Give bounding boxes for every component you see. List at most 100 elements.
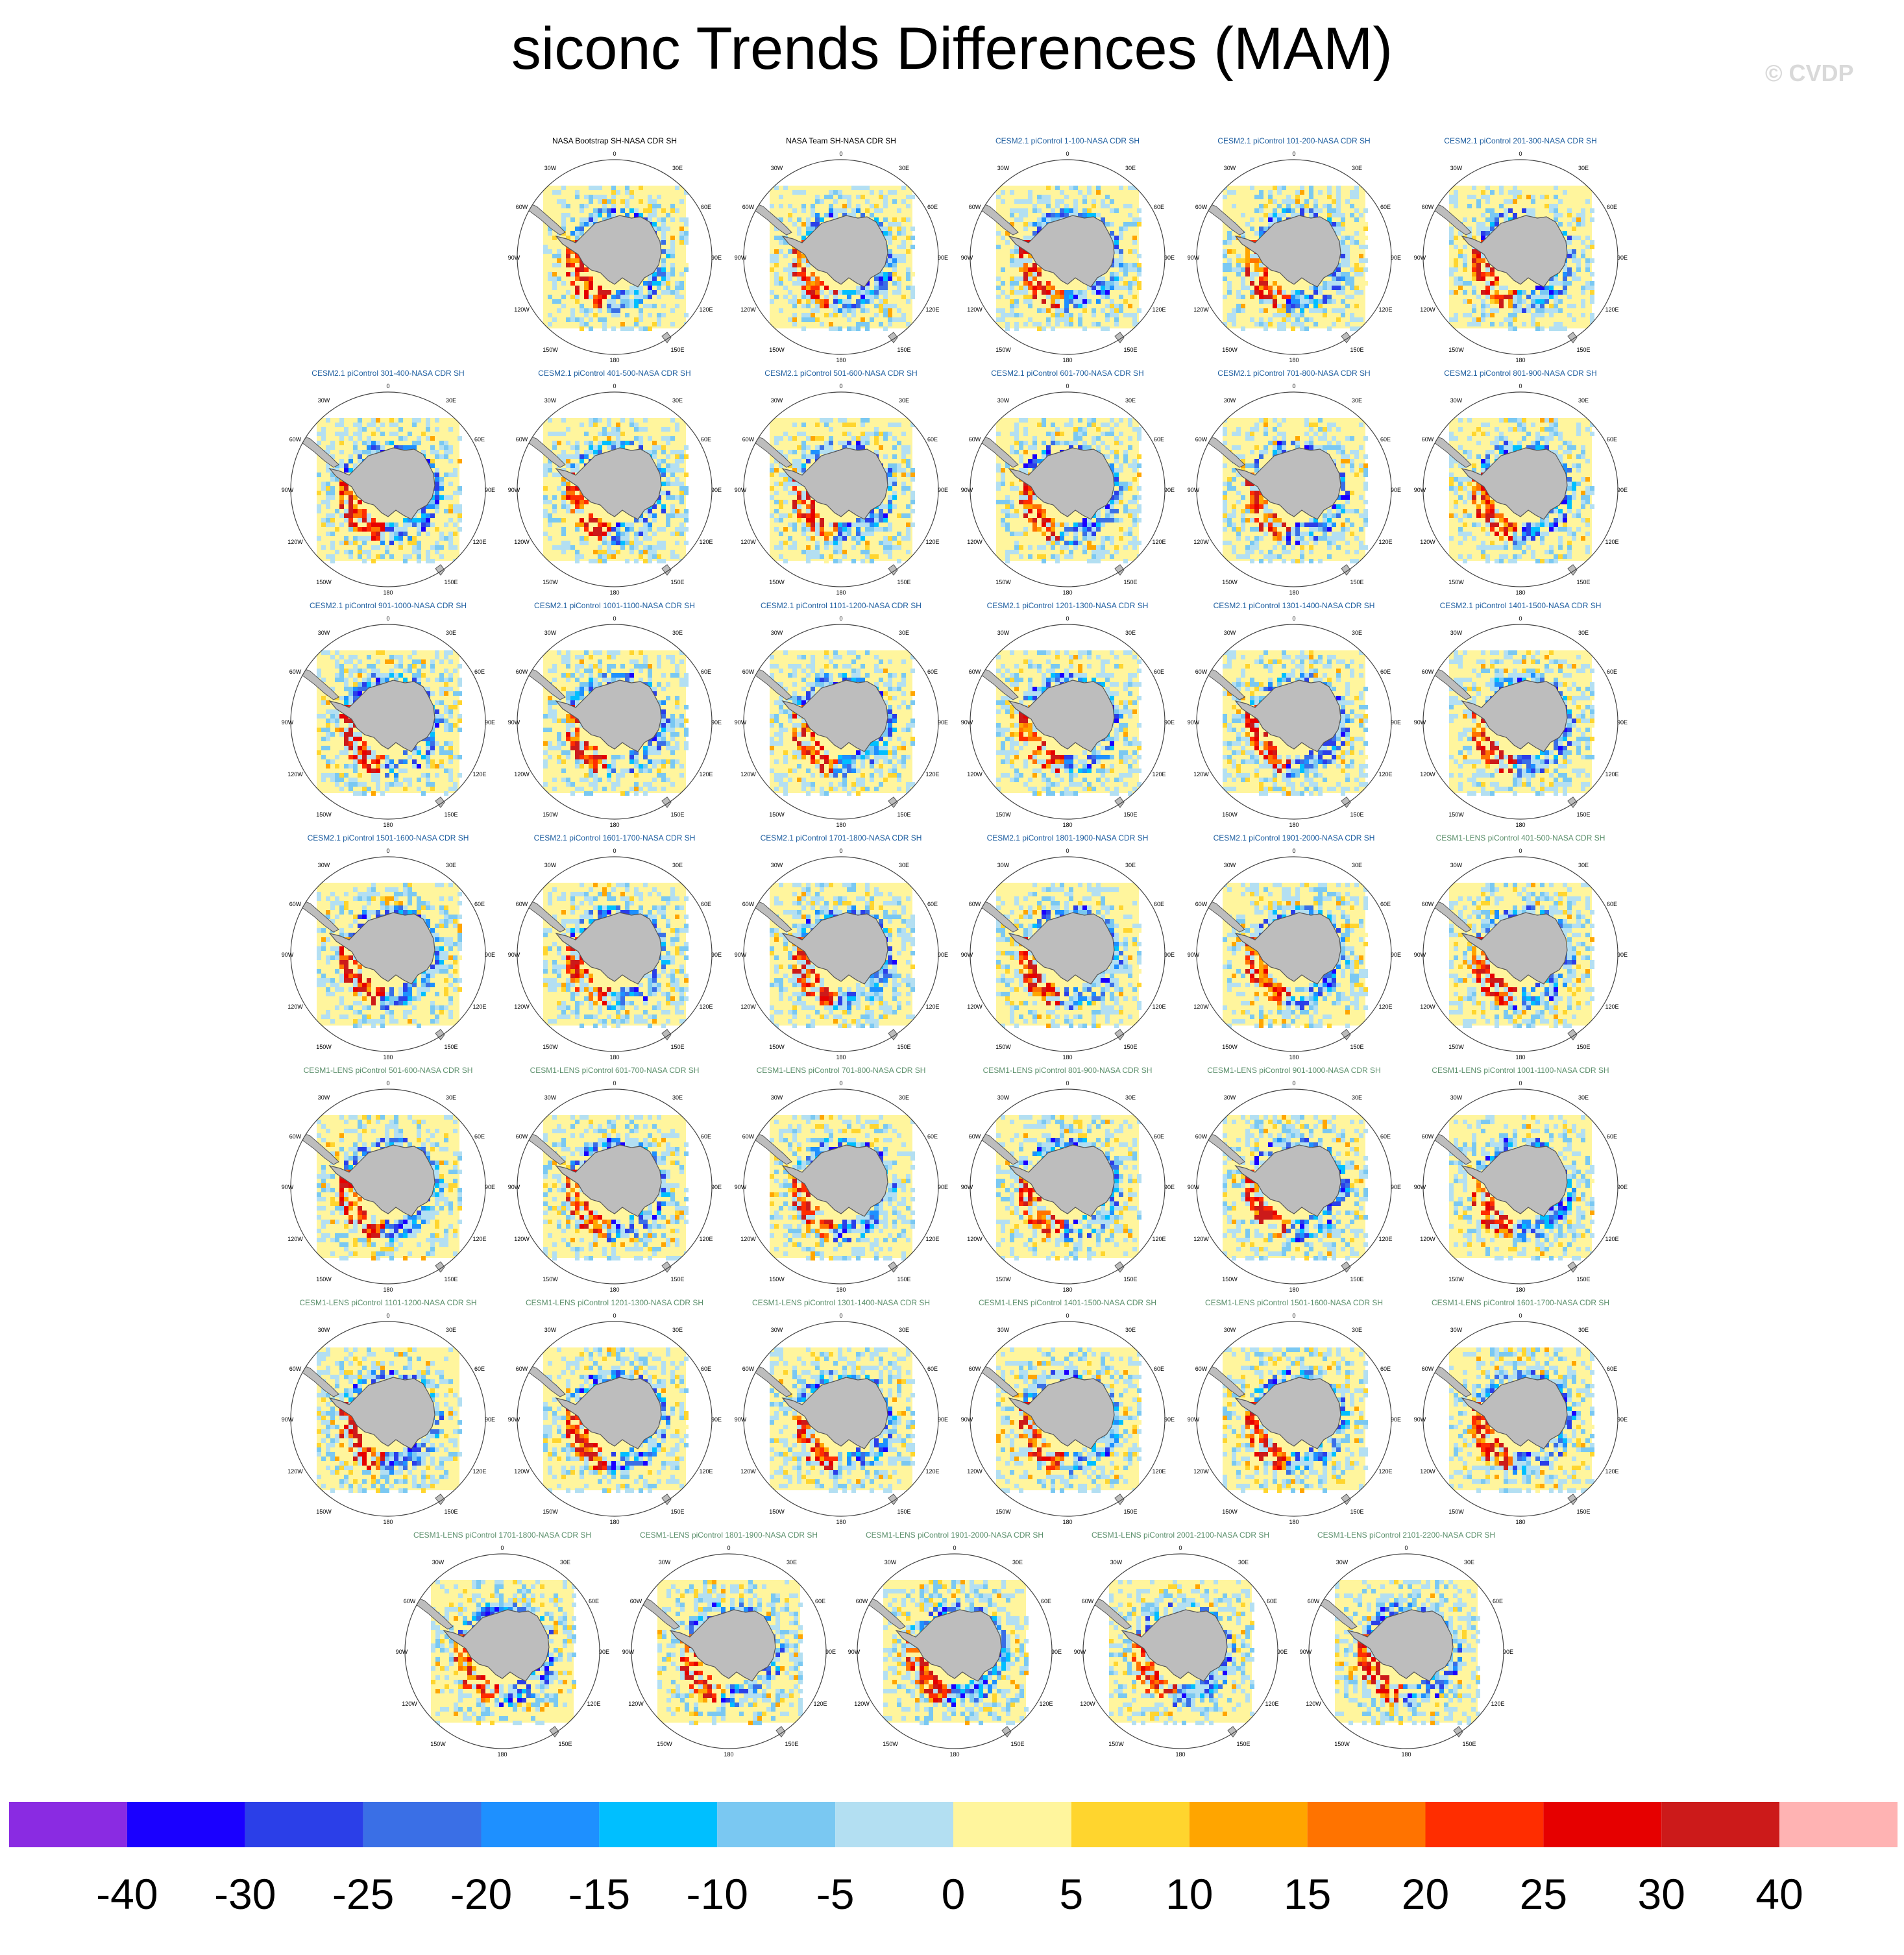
trend-cell xyxy=(339,523,344,527)
trend-cell xyxy=(1313,286,1318,290)
trend-cell xyxy=(1522,523,1526,527)
longitude-label: 60E xyxy=(474,436,485,443)
trend-cell xyxy=(1250,491,1254,495)
trend-cell xyxy=(806,281,811,286)
trend-cell xyxy=(774,227,779,231)
trend-cell xyxy=(548,313,552,317)
trend-cell xyxy=(1232,445,1236,450)
trend-cell xyxy=(1250,550,1254,554)
trend-cell xyxy=(602,441,607,445)
trend-cell xyxy=(1590,313,1594,317)
trend-cell xyxy=(1096,545,1101,550)
trend-cell xyxy=(394,523,398,527)
trend-cell xyxy=(1082,432,1087,436)
trend-cell xyxy=(883,295,888,299)
trend-cell xyxy=(611,326,616,331)
trend-cell xyxy=(1540,523,1544,527)
trend-cell xyxy=(652,204,657,208)
longitude-label: 90E xyxy=(1617,254,1628,261)
map-boundary xyxy=(1422,159,1618,355)
trend-cell xyxy=(575,195,580,199)
trend-cell xyxy=(774,236,779,240)
trend-cell xyxy=(1037,217,1042,222)
trend-cell xyxy=(1463,509,1467,513)
trend-cell xyxy=(1137,286,1141,290)
trend-cell xyxy=(1481,313,1485,317)
trend-cell xyxy=(1472,267,1476,272)
trend-cell xyxy=(1273,450,1277,454)
trend-cell xyxy=(675,295,679,299)
trend-cell xyxy=(1078,190,1082,195)
trend-cell xyxy=(806,554,811,559)
trend-cell xyxy=(1019,286,1023,290)
trend-cell xyxy=(1032,504,1037,509)
trend-cell xyxy=(1110,308,1114,313)
trend-cell xyxy=(458,518,462,523)
trend-cell xyxy=(1332,222,1336,227)
trend-cell xyxy=(602,532,607,536)
trend-cell xyxy=(580,267,584,272)
trend-cell xyxy=(1060,199,1064,204)
trend-cell xyxy=(1558,541,1563,545)
trend-cell xyxy=(1245,267,1250,272)
trend-cell xyxy=(1005,550,1010,554)
trend-cell xyxy=(1313,304,1318,308)
figure-title: siconc Trends Differences (MAM) xyxy=(511,16,1393,82)
trend-cell xyxy=(1485,267,1490,272)
trend-cell xyxy=(376,536,380,541)
trend-cell xyxy=(1449,482,1454,486)
trend-cell xyxy=(648,213,652,217)
trend-cell xyxy=(1554,204,1558,208)
trend-cell xyxy=(1540,427,1544,432)
trend-cell xyxy=(1037,281,1042,286)
trend-cell xyxy=(811,222,815,227)
trend-cell xyxy=(829,322,833,326)
trend-cell xyxy=(870,523,874,527)
trend-cell xyxy=(620,290,625,295)
trend-cell xyxy=(657,217,661,222)
trend-cell xyxy=(1037,222,1042,227)
trend-cell xyxy=(1544,299,1549,304)
trend-cell xyxy=(439,495,444,500)
trend-cell xyxy=(1277,322,1282,326)
trend-cell xyxy=(566,236,570,240)
trend-cell xyxy=(1250,427,1254,432)
longitude-label: 90E xyxy=(1617,487,1628,493)
trend-cell xyxy=(1318,427,1323,432)
longitude-label: 150W xyxy=(1222,579,1238,585)
trend-cell xyxy=(353,495,358,500)
trend-cell xyxy=(548,536,552,541)
trend-cell xyxy=(897,423,901,427)
trend-cell xyxy=(1300,536,1304,541)
trend-cell xyxy=(1476,317,1481,322)
trend-cell xyxy=(1336,536,1341,541)
trend-cell xyxy=(611,204,616,208)
trend-cell xyxy=(838,559,842,563)
trend-cell xyxy=(561,518,566,523)
trend-cell xyxy=(1318,199,1323,204)
trend-cell xyxy=(906,286,910,290)
trend-cell xyxy=(1531,445,1535,450)
trend-cell xyxy=(1259,267,1263,272)
trend-cell xyxy=(1023,272,1028,277)
trend-cell xyxy=(1227,482,1232,486)
trend-cell xyxy=(584,536,589,541)
trend-cell xyxy=(901,313,906,317)
trend-cell xyxy=(860,423,865,427)
trend-cell xyxy=(570,263,575,267)
trend-cell xyxy=(910,295,915,299)
trend-cell xyxy=(1101,423,1105,427)
trend-cell xyxy=(629,418,634,423)
trend-cell xyxy=(1581,240,1585,245)
trend-cell xyxy=(888,254,892,258)
trend-cell xyxy=(833,313,838,317)
trend-cell xyxy=(426,418,430,423)
trend-cell xyxy=(1517,418,1522,423)
trend-cell xyxy=(1241,482,1245,486)
trend-cell xyxy=(874,523,879,527)
trend-cell xyxy=(1590,286,1594,290)
trend-cell xyxy=(1499,204,1504,208)
trend-cell xyxy=(1055,559,1060,563)
trend-cell xyxy=(842,208,847,213)
trend-cell xyxy=(575,527,580,532)
